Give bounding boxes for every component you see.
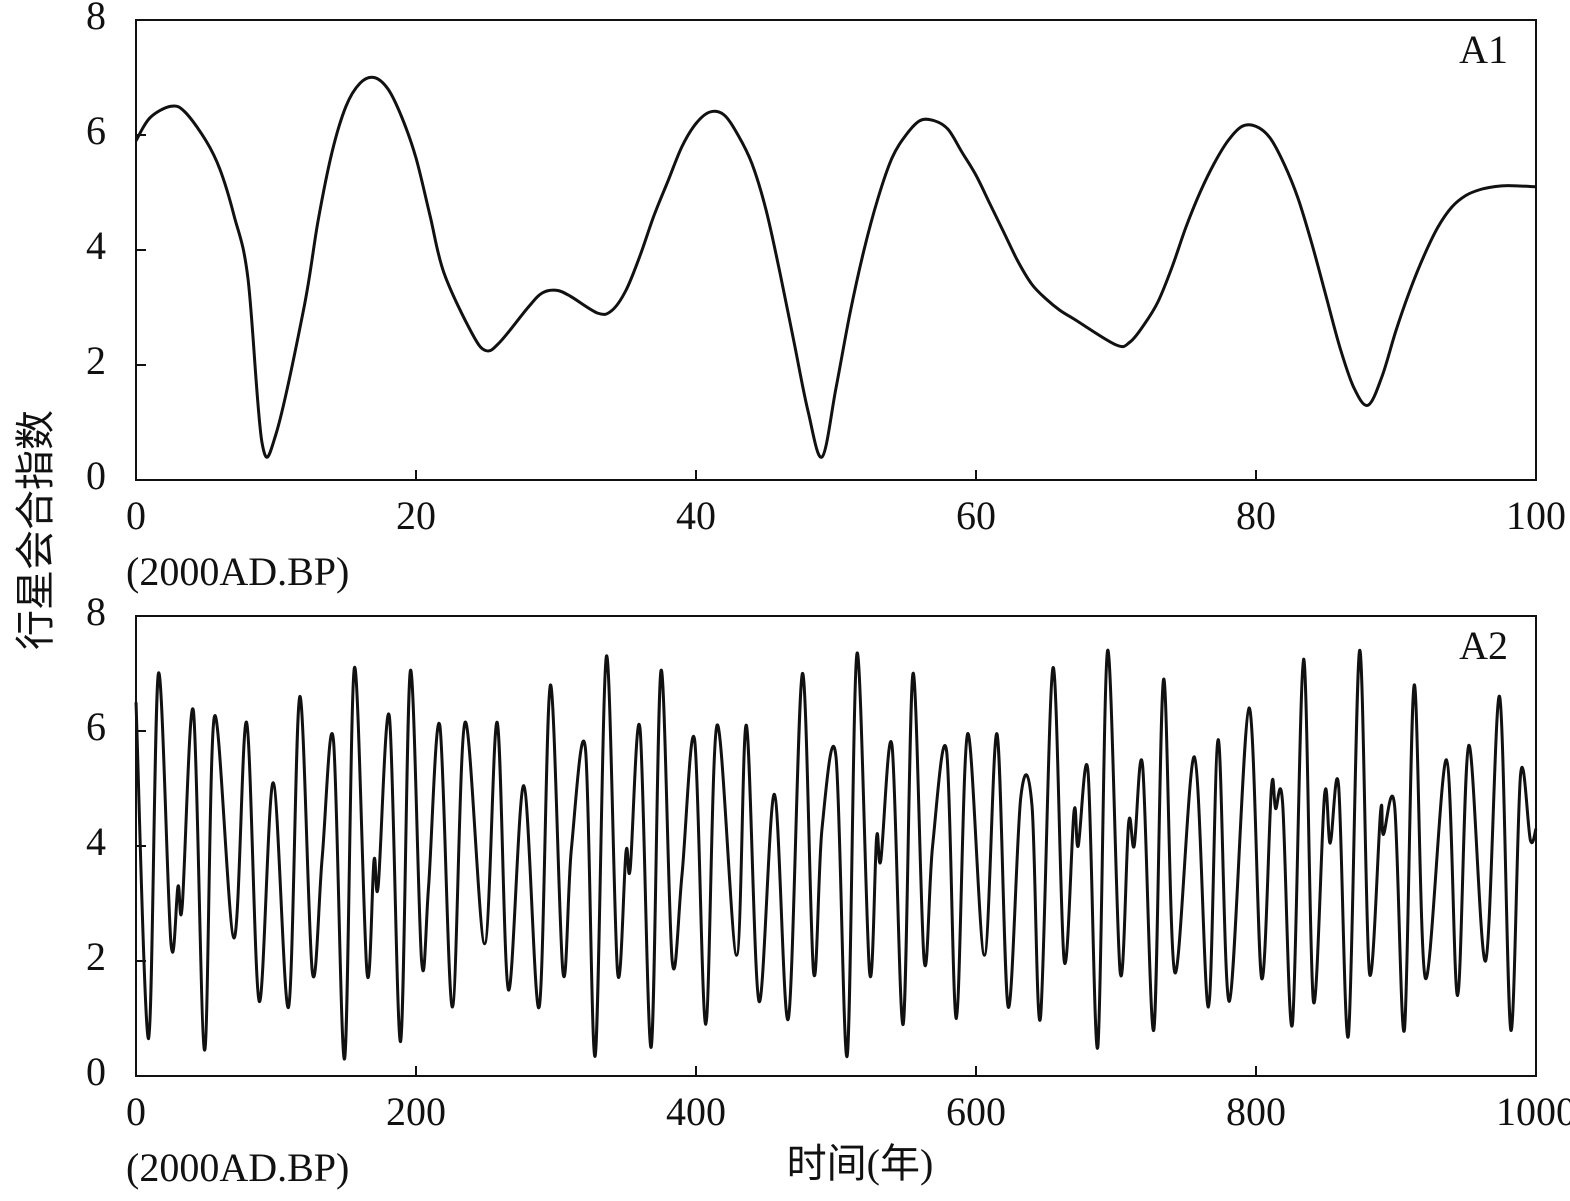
x-tick-label: 60 [956,493,996,538]
y-tick-label: 2 [86,934,106,979]
x-tick-label: 20 [396,493,436,538]
y-tick-label: 4 [86,819,106,864]
y-tick-label: 0 [86,1049,106,1094]
axis-note: (2000AD.BP) [126,1145,349,1190]
x-tick-label: 400 [666,1089,726,1134]
y-tick-label: 2 [86,338,106,383]
y-tick-label: 0 [86,453,106,498]
x-tick-label: 0 [126,493,146,538]
x-tick-label: 40 [676,493,716,538]
axis-note: (2000AD.BP) [126,549,349,594]
y-tick-label: 4 [86,223,106,268]
y-tick-label: 6 [86,108,106,153]
panel-label: A2 [1459,623,1508,668]
x-tick-label: 1000 [1496,1089,1570,1134]
x-tick-label: 600 [946,1089,1006,1134]
line-series [134,75,1537,459]
x-tick-label: 100 [1506,493,1566,538]
y-axis-label: 行星会合指数 [13,410,58,650]
panel-label: A1 [1459,27,1508,72]
x-tick-label: 800 [1226,1089,1286,1134]
line-series [134,648,1538,1061]
x-tick-label: 0 [126,1089,146,1134]
y-tick-label: 8 [86,589,106,634]
x-tick-label: 80 [1236,493,1276,538]
x-tick-label: 200 [386,1089,446,1134]
y-tick-label: 6 [86,704,106,749]
plot-frame [135,19,1537,481]
x-axis-label: 时间(年) [787,1141,934,1186]
y-tick-label: 8 [86,0,106,38]
